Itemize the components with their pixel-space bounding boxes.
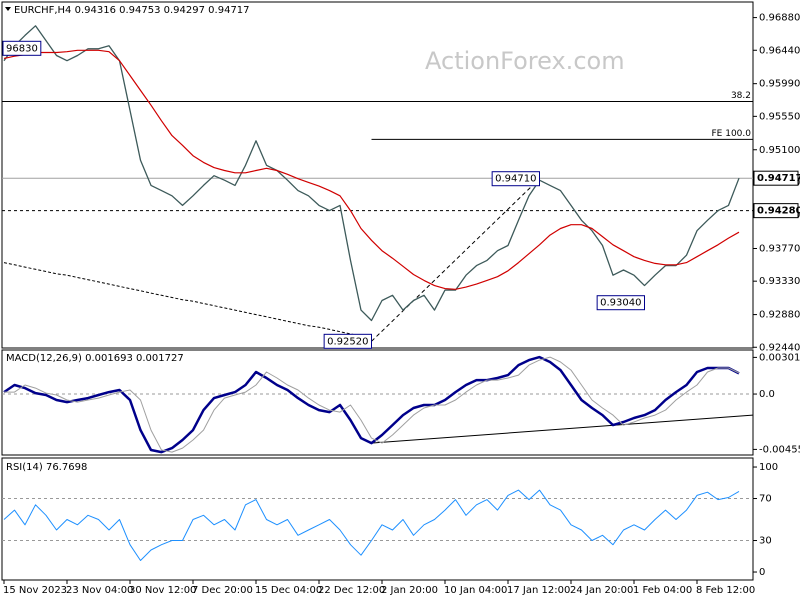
- y-tick-label: 0.003013: [759, 352, 800, 363]
- price-box-label: 0.94280: [757, 206, 800, 217]
- trendline: [371, 414, 753, 444]
- y-tick-label: 70: [759, 494, 772, 505]
- x-tick-label: 1 Feb 04:00: [633, 585, 692, 596]
- y-tick-label: 0.92440: [759, 342, 800, 353]
- y-tick-label: 0.0: [759, 389, 775, 400]
- trendline: [371, 178, 540, 342]
- annotation-label: 96830: [6, 43, 38, 54]
- watermark: ActionForex.com: [425, 47, 625, 75]
- series-line: [3, 262, 372, 339]
- price-box: [753, 203, 799, 219]
- x-tick-label: 10 Jan 04:00: [444, 585, 507, 596]
- rsi-panel: [1, 457, 754, 581]
- price-panel: [1, 1, 754, 349]
- y-tick-label: 0.96440: [759, 45, 800, 56]
- y-tick-label: 0.95550: [759, 111, 800, 122]
- series-line: [3, 489, 740, 561]
- annotation-label: 0.94710: [495, 174, 536, 185]
- x-tick-label: 17 Jan 12:00: [507, 585, 570, 596]
- annotation-box: [2, 40, 42, 56]
- menu-icon: [5, 7, 11, 11]
- x-tick-label: 2 Jan 20:00: [381, 585, 438, 596]
- series-line: [3, 355, 740, 454]
- annotation-box: [596, 295, 645, 311]
- annotation-box: [323, 333, 372, 349]
- y-tick-label: 0.93770: [759, 244, 800, 255]
- x-tick-label: 24 Jan 20:00: [570, 585, 633, 596]
- x-tick-label: 22 Dec 12:00: [318, 585, 385, 596]
- price-box: [753, 170, 799, 186]
- x-tick-label: 15 Nov 2023: [3, 585, 67, 596]
- level-label: FE 100.0: [712, 129, 752, 139]
- annotation-label: 0.93040: [600, 298, 641, 309]
- macd-panel: [1, 349, 754, 456]
- x-tick-label: 15 Dec 04:00: [255, 585, 322, 596]
- annotation-box: [491, 171, 540, 187]
- y-tick-label: 30: [759, 536, 772, 547]
- level-label: 38.2: [731, 91, 751, 101]
- series-line: [3, 49, 740, 290]
- x-tick-label: 8 Feb 12:00: [696, 585, 755, 596]
- y-tick-label: -0.00455: [759, 444, 800, 455]
- y-tick-label: 0.92880: [759, 310, 800, 321]
- x-tick-label: 30 Nov 12:00: [129, 585, 196, 596]
- annotation-label: 0.92520: [327, 336, 368, 347]
- y-tick-label: 0.95100: [759, 145, 800, 156]
- y-tick-label: 0.95990: [759, 79, 800, 90]
- x-tick-label: 23 Nov 04:00: [66, 585, 133, 596]
- x-tick-label: 7 Dec 20:00: [192, 585, 253, 596]
- price-box-label: 0.94717: [757, 173, 800, 184]
- macd-title: MACD(12,26,9) 0.001693 0.001727: [6, 353, 184, 364]
- y-tick-label: 100: [759, 462, 778, 473]
- rsi-title: RSI(14) 76.7698: [6, 462, 87, 473]
- y-tick-label: 0.93330: [759, 276, 800, 287]
- price-title: EURCHF,H4 0.94316 0.94753 0.94297 0.9471…: [14, 5, 250, 16]
- series-line: [3, 25, 740, 322]
- y-tick-label: 0: [759, 567, 765, 578]
- y-tick-label: 0.96880: [759, 13, 800, 24]
- series-line: [4, 356, 740, 453]
